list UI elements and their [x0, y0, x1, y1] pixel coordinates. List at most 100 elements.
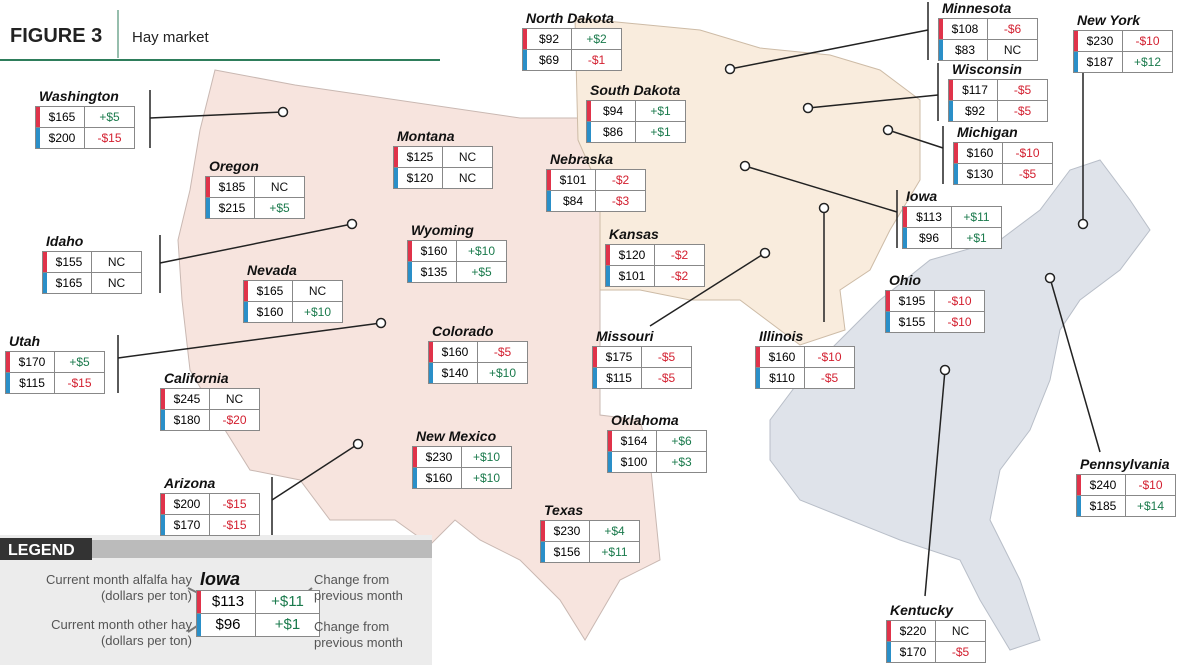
other-change: +$10: [488, 366, 517, 380]
leader-line: [159, 223, 353, 264]
other-color-bar: [1077, 496, 1081, 516]
other-price: $120: [398, 168, 443, 188]
leader-line: [649, 252, 766, 327]
alfalfa-change: -$10: [947, 294, 972, 308]
state-name: Ohio: [889, 272, 921, 288]
other-price: $101: [610, 266, 655, 286]
other-row: $115 -$5: [592, 368, 692, 389]
alfalfa-change: +$2: [586, 32, 607, 46]
other-price: $69: [527, 50, 572, 70]
other-change: +$10: [303, 305, 332, 319]
other-color-bar: [413, 468, 417, 488]
state-name: Minnesota: [942, 0, 1012, 16]
other-color-bar: [903, 228, 907, 248]
alfalfa-row: $113 +$11: [196, 590, 320, 614]
state-box: Wyoming $160 +$10 $135 +$5: [407, 222, 507, 283]
state-box: Kansas $120 -$2 $101 -$2: [605, 226, 705, 287]
alfalfa-row: $101 -$2: [546, 169, 646, 191]
other-price: $215: [210, 198, 255, 218]
other-color-bar: [6, 373, 10, 393]
other-row: $86 +$1: [586, 122, 686, 143]
alfalfa-row: $108 -$6: [938, 18, 1038, 40]
other-color-bar: [43, 273, 47, 293]
alfalfa-change: -$15: [222, 497, 247, 511]
alfalfa-price: $200: [165, 494, 210, 514]
other-color-bar: [1074, 52, 1078, 72]
alfalfa-color-bar: [394, 147, 398, 167]
state-name: Michigan: [957, 124, 1018, 140]
other-price: $86: [591, 122, 636, 142]
other-price: $100: [612, 452, 657, 472]
leader-line: [887, 129, 944, 149]
alfalfa-change: -$10: [1135, 34, 1160, 48]
other-color-bar: [206, 198, 210, 218]
other-row: $69 -$1: [522, 50, 622, 71]
other-row: $96 +$1: [902, 228, 1002, 249]
state-dot: [939, 364, 951, 376]
other-color-bar: [541, 542, 545, 562]
state-name: Kentucky: [890, 602, 954, 618]
alfalfa-row: $240 -$10: [1076, 474, 1176, 496]
other-row: $185 +$14: [1076, 496, 1176, 517]
state-box: Utah $170 +$5 $115 -$15: [5, 333, 105, 394]
other-change: NC: [458, 171, 477, 185]
state-box: Missouri $175 -$5 $115 -$5: [592, 328, 692, 389]
alfalfa-color-bar: [547, 170, 551, 190]
alfalfa-row: $160 +$10: [407, 240, 507, 262]
state-box: Michigan $160 -$10 $130 -$5: [953, 124, 1053, 185]
alfalfa-row: $117 -$5: [948, 79, 1048, 101]
other-row: $110 -$5: [755, 368, 855, 389]
alfalfa-price: $113: [201, 591, 256, 613]
alfalfa-price: $185: [210, 177, 255, 197]
other-price: $135: [412, 262, 457, 282]
state-name: California: [164, 370, 229, 386]
other-color-bar: [408, 262, 412, 282]
alfalfa-price: $165: [40, 107, 85, 127]
alfalfa-price: $175: [597, 347, 642, 367]
state-box: California $245 NC $180 -$20: [160, 370, 260, 431]
state-dot: [346, 218, 358, 230]
alfalfa-change: NC: [458, 150, 477, 164]
other-row: $135 +$5: [407, 262, 507, 283]
state-box: Nebraska $101 -$2 $84 -$3: [546, 151, 646, 212]
other-row: $180 -$20: [160, 410, 260, 431]
other-price: $187: [1078, 52, 1123, 72]
other-row: $200 -$15: [35, 128, 135, 149]
alfalfa-change: NC: [951, 624, 970, 638]
other-row: $100 +$3: [607, 452, 707, 473]
alfalfa-price: $125: [398, 147, 443, 167]
alfalfa-row: $160 -$10: [755, 346, 855, 368]
alfalfa-row: $160 -$5: [428, 341, 528, 363]
alfalfa-color-bar: [43, 252, 47, 272]
other-color-bar: [608, 452, 612, 472]
alfalfa-color-bar: [429, 342, 433, 362]
alfalfa-change: +$11: [271, 593, 304, 610]
alfalfa-row: $230 +$4: [540, 520, 640, 542]
other-change: +$5: [269, 201, 290, 215]
other-row: $187 +$12: [1073, 52, 1173, 73]
alfalfa-row: $113 +$11: [902, 206, 1002, 228]
other-row: $165 NC: [42, 273, 142, 294]
alfalfa-change: +$11: [963, 210, 990, 224]
other-price: $200: [40, 128, 85, 148]
state-name: New Mexico: [416, 428, 497, 444]
alfalfa-change: NC: [308, 284, 327, 298]
other-price: $160: [417, 468, 462, 488]
other-color-bar: [954, 164, 958, 184]
legend-stripe: [90, 540, 432, 558]
other-change: NC: [107, 276, 126, 290]
state-box: Illinois $160 -$10 $110 -$5: [755, 328, 855, 389]
other-color-bar: [547, 191, 551, 211]
alfalfa-color-bar: [413, 447, 417, 467]
alfalfa-price: $113: [907, 207, 952, 227]
state-dot: [739, 160, 751, 172]
alfalfa-change: +$5: [69, 355, 90, 369]
other-change: -$15: [222, 518, 247, 532]
other-row: $130 -$5: [953, 164, 1053, 185]
alfalfa-row: $125 NC: [393, 146, 493, 168]
alfalfa-row: $155 NC: [42, 251, 142, 273]
state-name: Wisconsin: [952, 61, 1022, 77]
other-change: -$1: [587, 53, 606, 67]
other-price: $156: [545, 542, 590, 562]
legend-other-unit: (dollars per ton): [100, 633, 192, 648]
